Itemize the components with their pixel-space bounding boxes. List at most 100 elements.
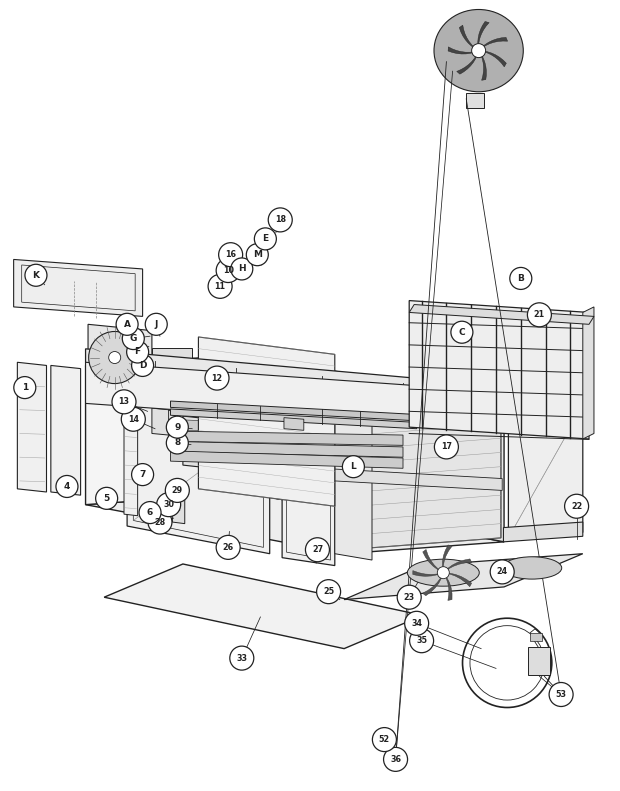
Polygon shape [284,418,304,430]
Polygon shape [443,573,452,600]
Circle shape [208,274,232,298]
Polygon shape [14,259,143,316]
Text: M: M [253,250,262,259]
Polygon shape [422,573,443,596]
Text: 11: 11 [215,282,226,291]
Text: C: C [459,327,465,337]
Text: 8: 8 [174,438,180,448]
Text: H: H [238,264,246,274]
Polygon shape [478,21,489,51]
Circle shape [565,494,588,518]
Text: 6: 6 [147,508,153,517]
Circle shape [384,747,407,771]
Polygon shape [104,564,423,649]
Circle shape [166,479,189,502]
Circle shape [166,432,188,454]
Text: 29: 29 [172,486,183,495]
Polygon shape [152,408,169,435]
Polygon shape [170,451,403,468]
Circle shape [437,566,450,579]
Circle shape [219,243,242,267]
Bar [528,647,550,675]
Text: 21: 21 [534,310,545,320]
Text: eReplacementParts.com: eReplacementParts.com [255,434,365,444]
Circle shape [528,303,551,327]
Circle shape [216,536,240,559]
Circle shape [108,351,121,364]
Polygon shape [86,493,504,554]
Circle shape [126,341,149,363]
Circle shape [116,313,138,335]
Polygon shape [409,301,589,439]
Polygon shape [170,401,417,421]
Text: 9: 9 [174,422,180,432]
Circle shape [410,629,433,653]
Text: F: F [135,347,141,357]
Text: 23: 23 [404,592,415,602]
Polygon shape [17,362,46,492]
Circle shape [205,366,229,390]
Circle shape [131,354,154,377]
Polygon shape [409,305,594,324]
Text: 18: 18 [275,215,286,225]
Polygon shape [443,559,472,573]
Polygon shape [186,448,208,460]
Polygon shape [127,392,270,554]
Polygon shape [459,25,479,51]
Circle shape [216,259,240,282]
Text: 1: 1 [22,383,28,392]
Polygon shape [503,522,583,542]
Text: 5: 5 [104,494,110,503]
Circle shape [246,244,268,266]
Polygon shape [479,51,486,81]
Polygon shape [247,354,504,542]
Text: 34: 34 [411,619,422,628]
Text: 17: 17 [441,442,452,452]
Polygon shape [183,416,212,468]
Circle shape [451,321,473,343]
Circle shape [139,501,161,524]
Polygon shape [124,388,138,516]
Circle shape [95,487,118,509]
Text: 13: 13 [118,397,130,407]
Circle shape [122,327,144,350]
Text: D: D [139,361,146,370]
Circle shape [317,580,340,604]
Circle shape [131,464,154,486]
Text: 14: 14 [128,414,139,424]
Polygon shape [335,397,372,560]
Text: B: B [517,274,525,283]
Text: 25: 25 [323,587,334,596]
Polygon shape [346,410,501,550]
Polygon shape [457,51,479,74]
Polygon shape [583,307,594,439]
Text: 26: 26 [223,543,234,552]
Circle shape [89,331,141,384]
Text: 4: 4 [64,482,70,491]
Circle shape [397,585,421,609]
Text: 24: 24 [497,567,508,577]
Polygon shape [282,415,335,566]
Ellipse shape [407,559,479,586]
Text: 33: 33 [236,653,247,663]
Text: 22: 22 [571,501,582,511]
Ellipse shape [434,9,523,92]
Circle shape [435,435,458,459]
Text: 7: 7 [140,470,146,479]
Circle shape [306,538,329,562]
Circle shape [148,510,172,534]
Polygon shape [479,51,507,67]
Text: 53: 53 [556,690,567,699]
Circle shape [145,313,167,335]
Polygon shape [344,554,583,600]
Text: J: J [154,320,158,329]
Polygon shape [86,349,504,403]
Circle shape [510,267,532,290]
Polygon shape [335,469,502,490]
Text: 27: 27 [312,545,323,554]
Polygon shape [170,409,417,429]
Text: 30: 30 [163,500,174,509]
Circle shape [122,407,145,431]
Circle shape [268,208,292,232]
Polygon shape [443,545,453,573]
